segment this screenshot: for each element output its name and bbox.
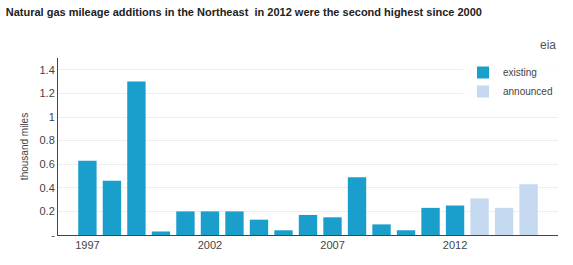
- svg-text:0.8: 0.8: [40, 134, 55, 146]
- svg-text:thousand miles: thousand miles: [19, 113, 30, 180]
- svg-text:2012: 2012: [443, 239, 467, 251]
- svg-text:existing: existing: [503, 67, 537, 78]
- svg-text:2002: 2002: [198, 239, 222, 251]
- svg-text:1997: 1997: [75, 239, 99, 251]
- svg-text:1.4: 1.4: [40, 64, 55, 76]
- svg-text:0.4: 0.4: [40, 182, 55, 194]
- svg-text:0.2: 0.2: [40, 205, 55, 217]
- svg-text:announced: announced: [503, 86, 553, 97]
- svg-text:eia: eia: [540, 38, 556, 52]
- svg-text:1: 1: [49, 111, 55, 123]
- svg-text:1.2: 1.2: [40, 87, 55, 99]
- svg-text:2007: 2007: [320, 239, 344, 251]
- svg-text:Natural gas mileage additions: Natural gas mileage additions in the Nor…: [6, 6, 482, 18]
- svg-text:-: -: [51, 229, 55, 241]
- svg-text:0.6: 0.6: [40, 158, 55, 170]
